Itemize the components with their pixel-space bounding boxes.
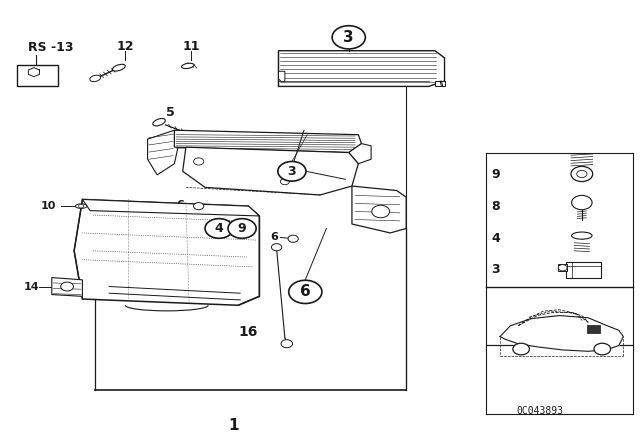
Text: 11: 11 [182,40,200,53]
Polygon shape [352,186,406,233]
Text: 14: 14 [24,282,39,293]
Text: 3: 3 [287,165,296,178]
Circle shape [288,235,298,242]
Text: 9: 9 [238,222,246,235]
Polygon shape [74,199,259,305]
Circle shape [280,178,289,185]
Text: 6: 6 [300,284,310,299]
Circle shape [281,340,292,348]
Circle shape [278,161,306,181]
Circle shape [79,204,84,208]
Ellipse shape [76,204,87,208]
Circle shape [594,343,611,355]
Polygon shape [500,315,623,351]
Polygon shape [435,81,445,86]
Polygon shape [28,68,40,77]
Circle shape [205,219,233,238]
Ellipse shape [113,65,125,71]
Text: 12: 12 [116,40,134,53]
Circle shape [271,244,282,251]
Circle shape [517,346,525,352]
Text: 16: 16 [239,325,258,339]
Circle shape [572,195,592,210]
Text: 2: 2 [281,163,289,173]
Text: 7: 7 [153,230,161,240]
Text: 6: 6 [176,200,184,210]
Text: RS -13: RS -13 [28,41,73,54]
Text: 3: 3 [344,30,354,45]
Ellipse shape [182,63,194,69]
Circle shape [289,280,322,303]
Text: 0C043893: 0C043893 [517,406,564,416]
Circle shape [228,219,256,238]
Text: 3: 3 [491,263,500,276]
Text: 15: 15 [153,214,168,224]
Circle shape [193,202,204,210]
Ellipse shape [153,118,165,126]
Circle shape [193,158,204,165]
Circle shape [598,346,606,352]
Text: 4: 4 [491,232,500,245]
Text: 10: 10 [40,201,56,211]
Polygon shape [557,264,567,271]
Polygon shape [216,218,236,239]
Text: 1: 1 [228,418,239,433]
Polygon shape [182,147,358,195]
Polygon shape [349,144,371,164]
Text: 4: 4 [215,222,223,235]
Ellipse shape [90,75,100,82]
Circle shape [577,170,587,177]
Polygon shape [174,130,362,152]
Polygon shape [566,262,601,278]
Circle shape [513,343,529,355]
Text: 8: 8 [491,200,500,213]
Text: 6: 6 [271,232,278,241]
Bar [17,65,58,86]
Circle shape [332,26,365,49]
Ellipse shape [572,232,592,239]
Text: 9: 9 [491,168,500,181]
Circle shape [571,166,593,181]
Polygon shape [83,199,259,216]
Polygon shape [52,278,83,296]
Bar [587,325,600,333]
Circle shape [61,282,74,291]
Polygon shape [148,130,179,175]
Circle shape [372,205,390,218]
Polygon shape [278,51,445,86]
Polygon shape [278,71,285,82]
Text: 5: 5 [166,106,174,119]
Circle shape [558,265,567,271]
Polygon shape [178,215,216,243]
